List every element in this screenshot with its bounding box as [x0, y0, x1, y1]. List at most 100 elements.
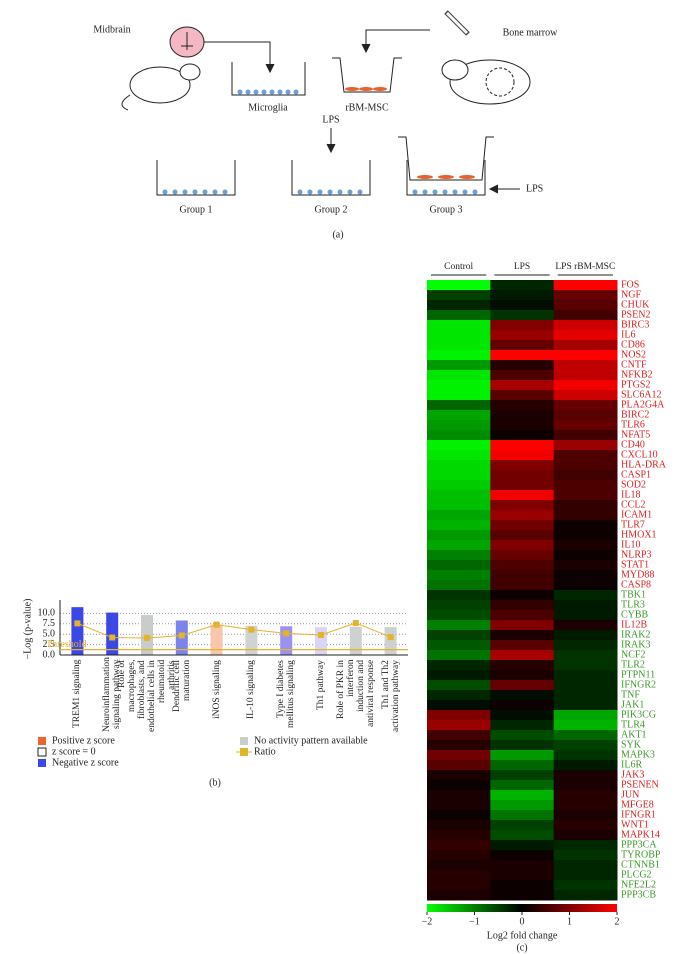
- row-label: IRAK2: [621, 629, 650, 640]
- heat-cell: [490, 820, 555, 831]
- row-label: IL10: [621, 539, 640, 550]
- row-label: IL6R: [621, 759, 642, 770]
- row-label: TBK1: [621, 589, 646, 600]
- row-label: JUN: [621, 789, 639, 800]
- heat-cell: [553, 730, 618, 741]
- legend-swatch: [240, 748, 248, 756]
- row-label: PLCG2: [621, 869, 652, 880]
- row-label: JAK3: [621, 769, 644, 780]
- heat-cell: [490, 490, 555, 501]
- panel-label: (c): [516, 942, 527, 953]
- row-label: CD40: [621, 439, 645, 450]
- heat-cell: [427, 320, 491, 331]
- heat-cell: [490, 580, 555, 591]
- row-label: SYK: [621, 739, 642, 750]
- ratio-line: [77, 622, 391, 639]
- row-label: IL18: [621, 489, 640, 500]
- heat-cell: [427, 480, 491, 491]
- row-label: CHUK: [621, 299, 650, 310]
- heat-cell: [553, 480, 618, 491]
- row-label: CTNNB1: [621, 859, 660, 870]
- heat-cell: [490, 840, 555, 851]
- heat-cell: [490, 360, 555, 371]
- row-label: PPP3CB: [621, 889, 656, 900]
- heat-cell: [553, 880, 618, 891]
- heat-cell: [427, 490, 491, 501]
- row-label: MFGE8: [621, 799, 654, 810]
- heat-cell: [553, 400, 618, 411]
- heat-cell: [427, 770, 491, 781]
- heat-cell: [490, 290, 555, 301]
- row-label: NFAT5: [621, 429, 650, 440]
- row-label: SOD2: [621, 479, 646, 490]
- row-label: NGF: [621, 289, 641, 300]
- heat-cell: [490, 620, 555, 631]
- ratio-point: [352, 619, 359, 626]
- heat-cell: [427, 720, 491, 731]
- heat-cell: [553, 850, 618, 861]
- heat-cell: [427, 690, 491, 701]
- y-tick-label: 10.0: [38, 608, 56, 619]
- heat-cell: [553, 290, 618, 301]
- heat-cell: [427, 620, 491, 631]
- legend-swatch: [37, 747, 47, 757]
- row-label: FOS: [621, 279, 639, 290]
- heat-cell: [427, 840, 491, 851]
- y-tick-label: 5.0: [43, 628, 56, 639]
- heat-cell: [490, 440, 555, 451]
- heat-cell: [553, 690, 618, 701]
- heat-cell: [427, 830, 491, 841]
- heat-cell: [553, 590, 618, 601]
- heat-cell: [427, 700, 491, 711]
- column-label: Control: [444, 262, 474, 272]
- heat-cell: [427, 550, 491, 561]
- heat-cell: [490, 320, 555, 331]
- heat-cell: [427, 410, 491, 421]
- heat-cell: [490, 510, 555, 521]
- heat-cell: [490, 770, 555, 781]
- heat-cell: [553, 820, 618, 831]
- heat-cell: [553, 830, 618, 841]
- heat-cell: [490, 880, 555, 891]
- heat-cell: [553, 310, 618, 321]
- row-label: NLRP3: [621, 549, 652, 560]
- heat-cell: [553, 420, 618, 431]
- x-tick-label: Th1 and Th2 activation pathway: [380, 659, 401, 732]
- heat-cell: [553, 610, 618, 621]
- heat-cell: [553, 600, 618, 611]
- heat-cell: [553, 630, 618, 641]
- heat-cell: [553, 510, 618, 521]
- heat-cell: [553, 640, 618, 651]
- heat-cell: [427, 290, 491, 301]
- y-tick-label: 2.5: [43, 639, 56, 650]
- row-label: PTGS2: [621, 379, 650, 390]
- heat-cell: [427, 570, 491, 581]
- heat-cell: [490, 730, 555, 741]
- x-tick-label: Th1 pathway: [316, 660, 326, 710]
- heat-cell: [427, 640, 491, 651]
- heat-cell: [427, 820, 491, 831]
- heat-cell: [490, 710, 555, 721]
- heat-cell: [427, 730, 491, 741]
- heat-cell: [490, 430, 555, 441]
- x-tick-label: Role of macrophages, fibroblasts, and en…: [117, 660, 177, 732]
- heat-cell: [490, 630, 555, 641]
- heat-cell: [427, 520, 491, 531]
- legend-swatch: [240, 737, 248, 745]
- heat-cell: [490, 720, 555, 731]
- label: Bone marrow: [503, 27, 558, 38]
- heat-cell: [553, 550, 618, 561]
- heat-cell: [427, 500, 491, 511]
- heat-cell: [553, 840, 618, 851]
- row-label: TLR6: [621, 419, 645, 430]
- colorbar-tick-label: 2: [615, 916, 620, 927]
- row-label: TLR2: [621, 659, 645, 670]
- row-label: ICAM1: [621, 509, 652, 520]
- colorbar-tick-label: 1: [567, 916, 572, 927]
- label: Midbrain: [93, 24, 130, 35]
- x-tick-label: IL-10 signaling: [246, 660, 257, 719]
- row-label: CXCL10: [621, 449, 658, 460]
- heat-cell: [490, 640, 555, 651]
- ratio-point: [144, 634, 150, 641]
- heat-cell: [490, 890, 555, 901]
